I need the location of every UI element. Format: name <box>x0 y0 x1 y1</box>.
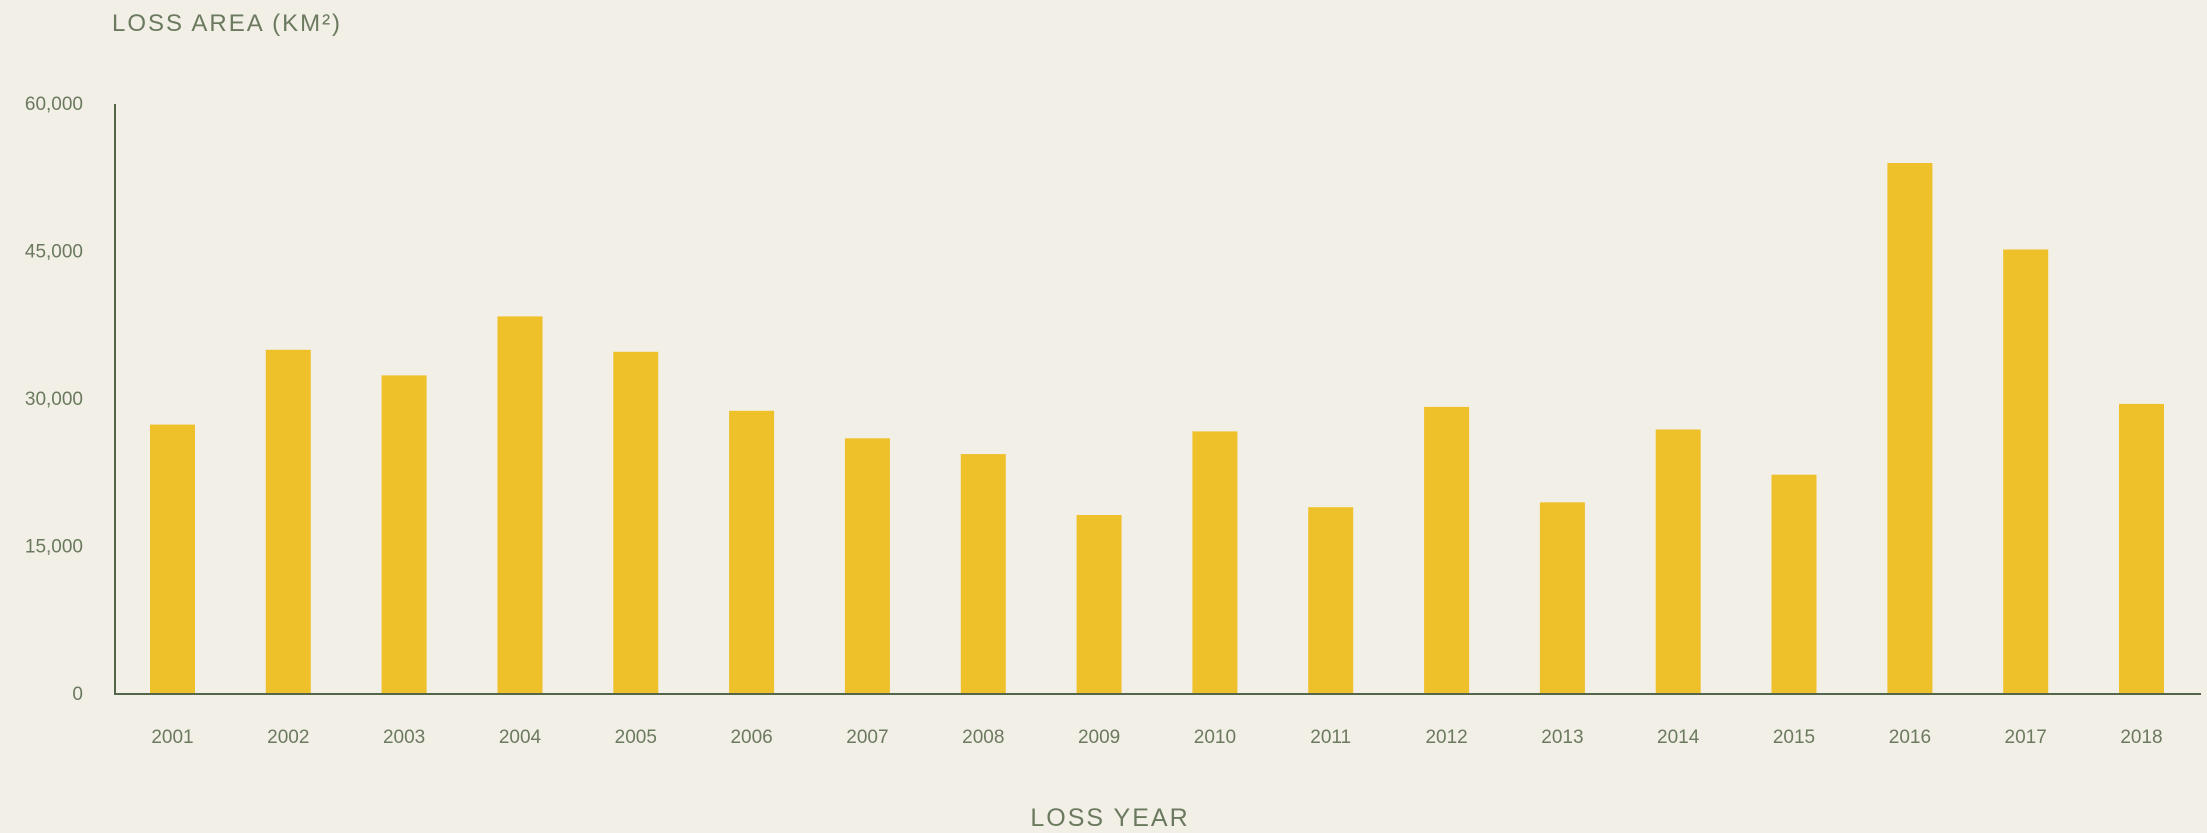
bar-2002 <box>265 349 311 694</box>
x-tick-label: 2013 <box>1541 727 1583 748</box>
y-axis-title: LOSS AREA (KM²) <box>112 10 342 37</box>
x-tick-label: 2008 <box>962 727 1004 748</box>
x-tick-label: 2002 <box>267 727 309 748</box>
x-tick-label: 2009 <box>1078 727 1120 748</box>
bar-2001 <box>150 424 195 694</box>
bar-2014 <box>1655 429 1701 694</box>
x-tick-label: 2016 <box>1889 727 1931 748</box>
bar-2017 <box>2003 249 2049 694</box>
bar-2005 <box>613 351 659 694</box>
bar-2013 <box>1539 502 1585 695</box>
x-tick-label: 2015 <box>1773 727 1815 748</box>
x-tick-label: 2004 <box>499 727 542 748</box>
x-tick-label: 2010 <box>1194 727 1236 748</box>
y-tick-label: 45,000 <box>25 242 83 263</box>
bar-2008 <box>960 454 1006 694</box>
bar-2018 <box>2119 403 2164 694</box>
y-tick-label: 30,000 <box>25 389 83 410</box>
bar-2006 <box>729 410 775 694</box>
y-tick-label: 0 <box>72 684 83 705</box>
bar-2004 <box>497 316 543 694</box>
x-axis-title: LOSS YEAR <box>1030 804 1189 832</box>
bar-2003 <box>381 375 427 694</box>
x-tick-label: 2005 <box>615 727 657 748</box>
x-tick-label: 2001 <box>151 727 193 748</box>
x-tick-label: 2003 <box>383 727 425 748</box>
x-tick-label: 2011 <box>1310 727 1351 748</box>
x-tick-label: 2006 <box>730 727 772 748</box>
x-tick-label: 2012 <box>1425 727 1467 748</box>
bar-2015 <box>1771 474 1817 694</box>
y-tick-label: 60,000 <box>25 94 83 115</box>
bar-2016 <box>1887 163 1933 694</box>
bar-2007 <box>844 438 890 694</box>
bar-2010 <box>1192 431 1238 694</box>
y-axis-ticks: 0 15,000 30,000 45,000 60,000 <box>25 94 83 705</box>
x-axis-ticks: 2001 2002 2003 2004 2005 2006 2007 2008 2009 2010… <box>151 727 2162 748</box>
x-tick-label: 2007 <box>846 727 888 748</box>
bar-2012 <box>1424 406 1470 694</box>
bar-2011 <box>1308 507 1354 694</box>
y-tick-label: 15,000 <box>25 537 83 558</box>
bar-2009 <box>1076 515 1122 694</box>
x-tick-label: 2014 <box>1657 727 1700 748</box>
x-tick-label: 2018 <box>2120 727 2162 748</box>
x-tick-label: 2017 <box>2005 727 2047 748</box>
bars <box>150 163 2164 695</box>
